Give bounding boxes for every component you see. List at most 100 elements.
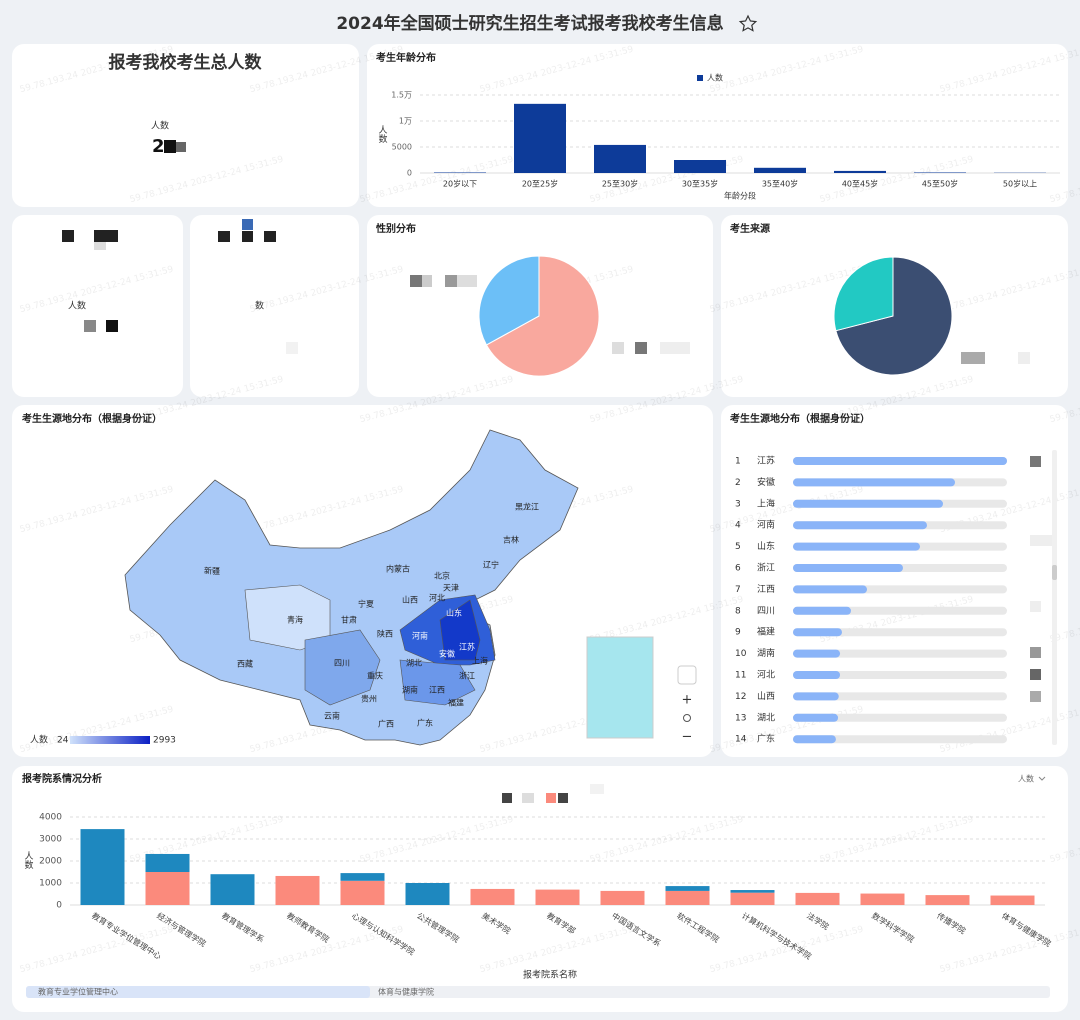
- x-tick-label: 40至45岁: [842, 179, 878, 189]
- svg-text:−: −: [682, 730, 693, 745]
- metric-label: 人数: [68, 300, 86, 312]
- bar-segment: [275, 875, 320, 905]
- category-label: 江西: [757, 584, 775, 595]
- pie-slice: [833, 256, 894, 332]
- chart-title: 考生生源地分布（根据身份证）: [730, 412, 870, 425]
- card-title: 报考我校考生总人数: [109, 52, 263, 73]
- category-label: 湖南: [757, 647, 775, 659]
- region-label: 西藏: [237, 659, 253, 669]
- region-label: 陕西: [377, 629, 393, 639]
- region-label: 北京: [434, 571, 450, 581]
- x-tick-label: 35至40岁: [762, 179, 798, 189]
- y-tick-label: 4000: [39, 813, 62, 823]
- y-tick-label: 1000: [39, 879, 62, 889]
- svg-text:+: +: [682, 693, 693, 708]
- visual-map-label: 人数: [30, 734, 48, 746]
- map-art: + −: [124, 429, 697, 746]
- region-label: 重庆: [367, 671, 383, 681]
- rank: 6: [735, 564, 741, 574]
- metric-label: 数: [255, 300, 264, 312]
- slider-label: 体育与健康学院: [378, 987, 434, 997]
- bar-segment: [340, 873, 385, 881]
- region-label: 吉林: [503, 535, 519, 545]
- bar: [793, 692, 839, 701]
- x-tick-label: 20岁以下: [443, 179, 477, 189]
- rank: 11: [735, 671, 746, 681]
- region-label: 新疆: [204, 566, 220, 576]
- bar: [793, 542, 920, 551]
- favorite-icon[interactable]: [738, 14, 758, 32]
- x-tick-label: 45至50岁: [922, 179, 958, 189]
- rank: 5: [735, 542, 741, 552]
- card: [12, 44, 359, 207]
- bar-segment: [860, 893, 905, 905]
- bar-segment: [990, 895, 1035, 905]
- category-label: 上海: [757, 497, 775, 509]
- category-label: 河南: [757, 519, 775, 531]
- bar: [793, 713, 839, 722]
- metric-value: 2: [152, 136, 165, 157]
- card: [190, 215, 359, 397]
- bar-segment: [145, 853, 190, 872]
- y-tick-label: 1万: [399, 117, 412, 126]
- bar-track: [793, 735, 1007, 744]
- chart-title: 考生年龄分布: [376, 51, 436, 64]
- x-axis-title: 报考院系名称: [523, 969, 577, 981]
- obscured: [62, 140, 1052, 803]
- legend-swatch: [697, 75, 703, 81]
- card: [12, 766, 1068, 1012]
- bar: [914, 172, 966, 173]
- chart-title: 考生来源: [730, 222, 770, 235]
- region-label: 山东: [446, 608, 462, 618]
- bar: [793, 521, 927, 530]
- category-label: 广东: [757, 733, 775, 745]
- metric-label: 人数: [151, 120, 169, 132]
- dropdown-arrow: [1038, 776, 1046, 781]
- rank: 12: [735, 692, 746, 702]
- y-tick-label: 3000: [39, 835, 62, 845]
- bar-track: [793, 649, 1007, 658]
- bar: [793, 671, 841, 679]
- card: [12, 215, 183, 397]
- bar: [793, 649, 841, 658]
- region-label: 湖南: [402, 685, 418, 695]
- category-label: 浙江: [757, 562, 775, 574]
- region-label: 辽宁: [483, 560, 499, 570]
- bar-segment: [210, 874, 255, 905]
- category-label: 安徽: [757, 476, 775, 488]
- category-label: 河北: [757, 669, 775, 681]
- slider-range[interactable]: [26, 986, 370, 998]
- region-label: 上海: [472, 656, 488, 666]
- legend-label: 人数: [707, 73, 723, 83]
- region-label: 湖北: [406, 659, 422, 668]
- category-label: 四川: [757, 606, 775, 616]
- category-label: 山西: [757, 691, 775, 702]
- bar: [793, 628, 842, 637]
- region-label: 四川: [334, 659, 350, 668]
- region-label: 江苏: [459, 642, 475, 652]
- region-label: 广东: [417, 718, 433, 728]
- bar: [834, 170, 886, 173]
- region-label: 河北: [429, 593, 445, 603]
- axis-title: 人数: [377, 125, 388, 144]
- chart-title: 性别分布: [375, 222, 416, 235]
- region-label: 贵州: [361, 694, 377, 704]
- region-label: 甘肃: [341, 615, 357, 625]
- region-label: 云南: [324, 711, 340, 721]
- rank: 3: [735, 499, 741, 509]
- bar-segment: [600, 890, 645, 905]
- region-label: 浙江: [459, 671, 475, 681]
- bar-track: [793, 628, 1007, 637]
- region-label: 黑龙江: [515, 502, 539, 512]
- rank: 4: [735, 521, 741, 531]
- pie-slice: [835, 256, 953, 376]
- bar-segment: [925, 895, 970, 905]
- bar: [793, 457, 1007, 465]
- chart-title: 报考院系情况分析: [22, 772, 102, 785]
- visual-map-min: 24: [57, 736, 69, 746]
- bar-track: [793, 671, 1007, 679]
- y-tick-label: 0: [407, 169, 412, 178]
- bar-segment: [665, 890, 710, 905]
- scroll-thumb[interactable]: [1052, 565, 1057, 580]
- scrollbar[interactable]: [1052, 450, 1057, 745]
